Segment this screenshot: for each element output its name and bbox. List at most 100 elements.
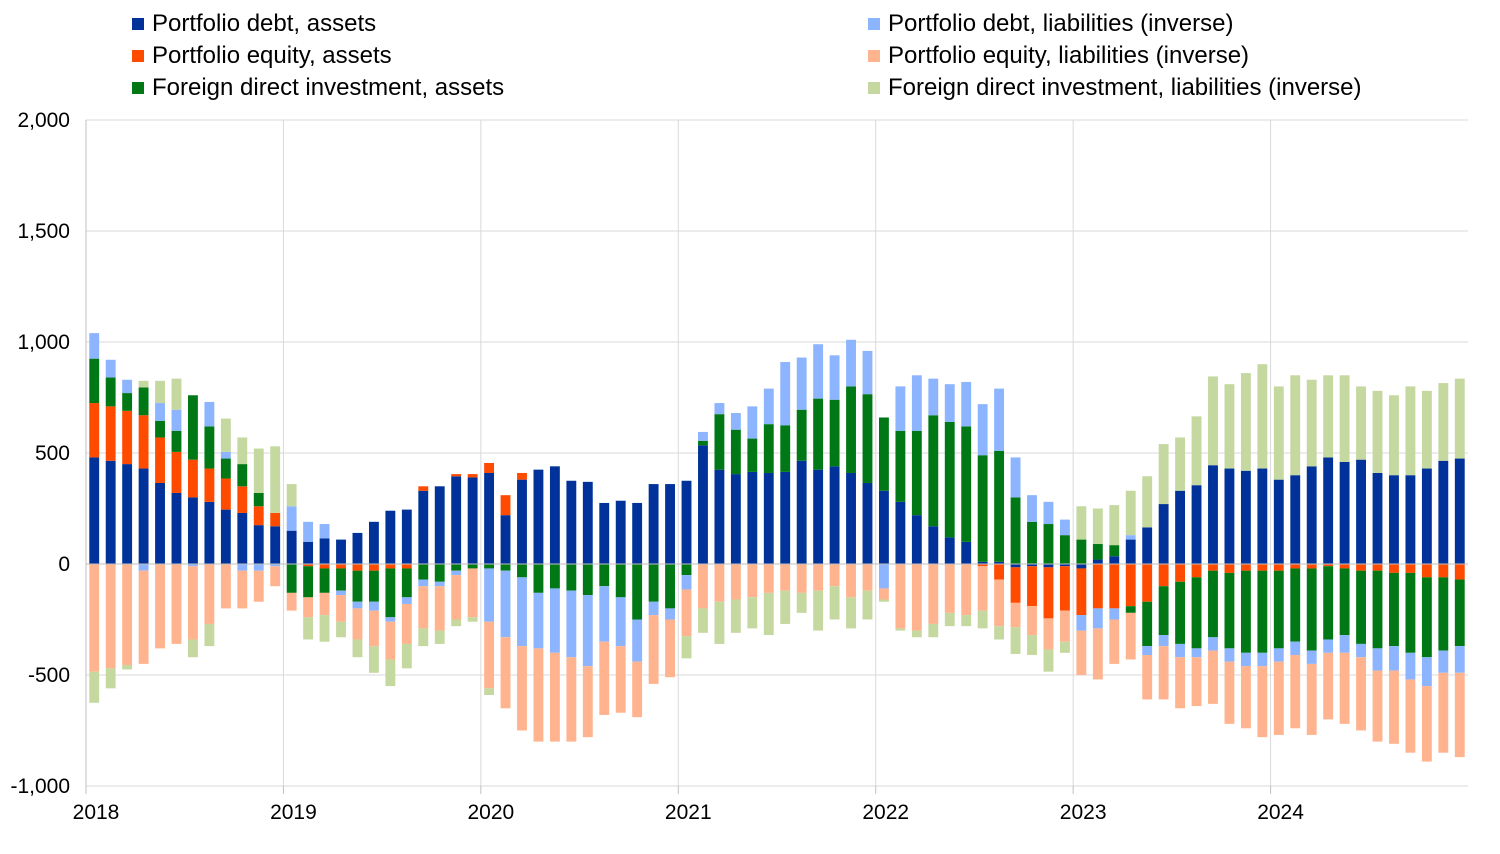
bar-segment [253, 506, 264, 526]
bar-segment [533, 469, 544, 564]
bar-segment [1092, 628, 1103, 680]
bar-segment [336, 590, 346, 596]
bar-segment [928, 564, 939, 624]
bar-segment [336, 564, 346, 569]
bar-segment [1372, 648, 1383, 671]
bar-segment [401, 564, 412, 569]
bar-segment [1224, 572, 1235, 649]
bar-segment [270, 526, 281, 564]
bar-segment [1323, 639, 1334, 653]
bar-segment [1092, 608, 1103, 629]
bar-segment [1273, 479, 1284, 564]
bar-segment [253, 525, 264, 564]
bar-segment [237, 486, 248, 513]
bar-segment [1290, 564, 1301, 569]
bar-segment [220, 564, 231, 609]
bar-segment [484, 564, 495, 569]
bar-segment [270, 566, 281, 587]
bar-segment [319, 538, 330, 564]
bar-segment [352, 639, 363, 658]
bar-segment [122, 379, 133, 394]
bar-segment [1405, 572, 1416, 653]
legend-right: Portfolio debt, liabilities (inverse) Po… [868, 8, 1362, 104]
bar-segment [188, 564, 198, 567]
bar-segment [220, 418, 231, 452]
bar-segment [582, 595, 593, 667]
bar-segment [698, 445, 708, 564]
bar-segment [714, 469, 725, 564]
bar-segment [1158, 564, 1169, 587]
bar-segment [1356, 643, 1366, 658]
bar-segment [1027, 635, 1037, 656]
bar-segment [105, 460, 116, 564]
bar-segment [1125, 564, 1136, 607]
bar-segment [122, 564, 133, 666]
bar-segment [385, 621, 396, 660]
bar-segment [418, 564, 429, 580]
bar-segment [1389, 646, 1399, 671]
legend-swatch [132, 50, 144, 62]
bar-segment [879, 490, 889, 564]
bar-segment [533, 648, 544, 742]
bar-segment [451, 575, 462, 620]
bar-segment [648, 484, 659, 564]
bar-segment [270, 512, 281, 527]
bar-segment [681, 636, 692, 659]
bar-segment [253, 492, 264, 507]
legend-item-portfolio-equity-liabilities: Portfolio equity, liabilities (inverse) [868, 40, 1362, 72]
bar-segment [813, 469, 824, 564]
bar-segment [500, 495, 511, 516]
bar-segment [368, 610, 379, 647]
bar-segment [1389, 564, 1399, 573]
bar-segment [385, 617, 396, 622]
bar-segment [895, 564, 906, 629]
bar-segment [1290, 375, 1301, 476]
bar-segment [763, 564, 774, 593]
bar-segment [1224, 648, 1235, 662]
bar-segment [467, 477, 478, 564]
bar-segment [1273, 564, 1284, 571]
bar-segment [1109, 545, 1120, 557]
legend-label: Portfolio equity, assets [152, 42, 392, 69]
bar-segment [1059, 641, 1070, 653]
bar-segment [1027, 521, 1037, 564]
bar-segment [796, 460, 807, 564]
bar-segment [763, 424, 774, 473]
bar-segment [122, 464, 133, 564]
bar-segment [418, 486, 429, 491]
bar-segment [747, 597, 758, 629]
bar-segment [1257, 364, 1268, 469]
bar-segment [1421, 468, 1432, 564]
bar-segment [599, 586, 610, 642]
bar-segment [319, 592, 330, 616]
bar-segment [1158, 586, 1169, 636]
bar-segment [747, 438, 758, 472]
bar-segment [303, 541, 314, 564]
bar-segment [89, 333, 100, 359]
bar-segment [1076, 506, 1087, 540]
bar-segment [549, 466, 560, 564]
bar-segment [780, 361, 791, 426]
bar-segment [1372, 390, 1383, 473]
y-tick-label: 1,500 [17, 220, 70, 243]
bar-segment [1306, 663, 1317, 735]
bar-segment [944, 612, 955, 627]
bar-segment [1142, 655, 1153, 700]
bar-segment [730, 599, 741, 633]
bar-segment [1454, 579, 1465, 647]
bar-segment [303, 566, 314, 598]
bar-segment [401, 509, 412, 564]
bar-segment [1142, 564, 1153, 602]
bar-segment [994, 579, 1005, 627]
bar-segment [451, 474, 462, 477]
bar-segment [336, 539, 346, 564]
bar-segment [434, 581, 445, 587]
bar-segment [188, 395, 198, 460]
legend-label: Portfolio debt, liabilities (inverse) [888, 10, 1234, 37]
bar-segment [895, 628, 906, 631]
bar-segment [434, 630, 445, 644]
bar-segment [862, 564, 873, 591]
x-tick-label: 2021 [665, 801, 712, 824]
bar-segment [1421, 657, 1432, 687]
bar-segment [418, 628, 429, 647]
